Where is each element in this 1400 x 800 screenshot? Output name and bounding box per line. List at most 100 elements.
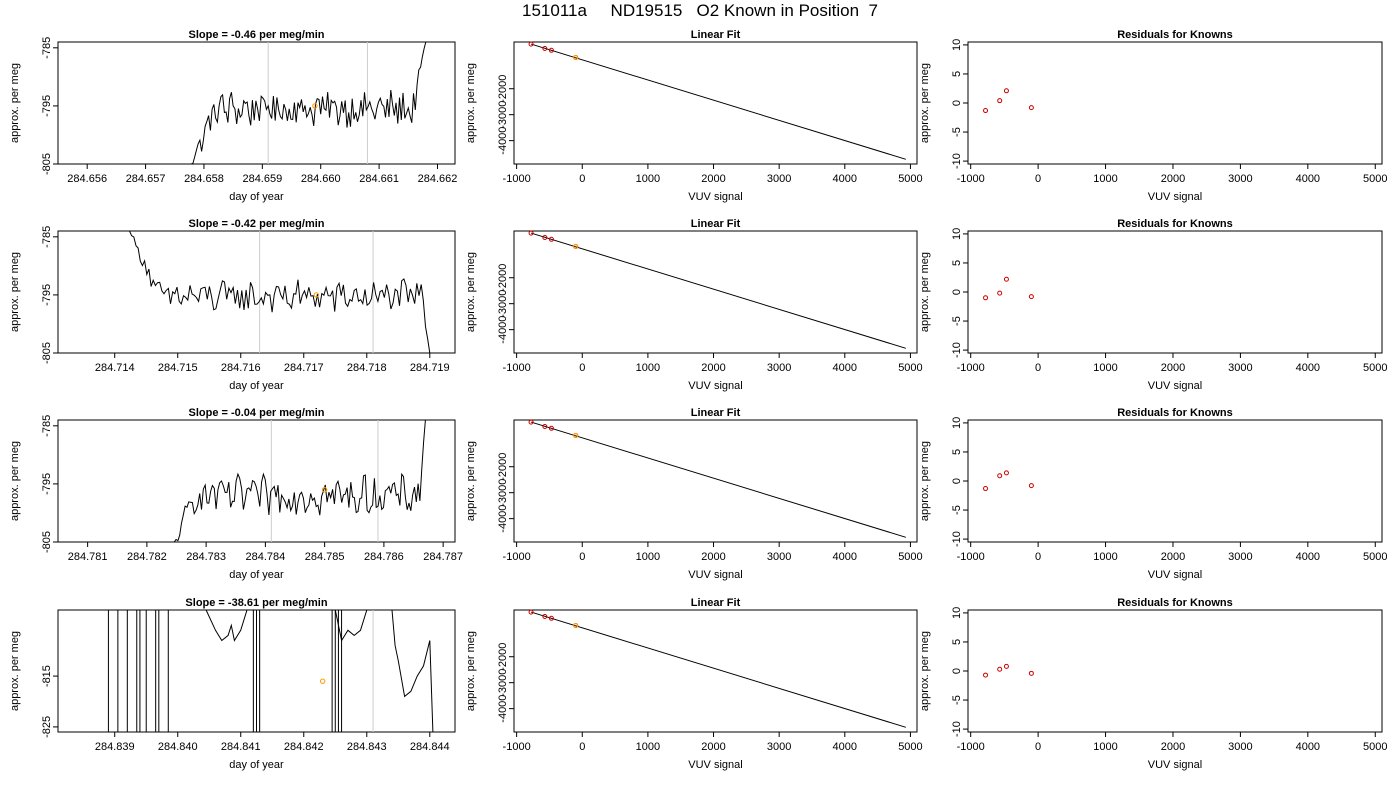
- row4-linear-fit-y-tick-label: -2000: [497, 643, 509, 671]
- row2-linear-fit-y-tick-label: -3000: [497, 290, 509, 318]
- row4-residuals-x-tick-label: 1000: [1093, 741, 1117, 753]
- row3-linear-fit-x-tick-label: 5000: [898, 551, 922, 563]
- row3-timeseries-plot-frame: [57, 419, 456, 543]
- row4-linear-fit-y-tick-label: -3000: [497, 669, 509, 697]
- row3-residuals-x-tick-label: 5000: [1363, 551, 1387, 563]
- row4-residuals-x-tick-label: -1000: [957, 741, 985, 753]
- row4-timeseries-trace-segment: [205, 609, 248, 642]
- row4-residuals-y-tick-label: -5: [951, 695, 963, 705]
- row1-linear-fit-plot-frame: [513, 41, 918, 165]
- row3-linear-fit-x-axis-label: VUV signal: [688, 569, 742, 581]
- row4-linear-fit-x-tick-label: -1000: [503, 741, 531, 753]
- row4-residuals-data-point: [983, 672, 989, 678]
- row2-residuals-plot-frame: [967, 230, 1383, 354]
- row3-linear-fit-x-tick-label: 0: [579, 551, 585, 563]
- row3-residuals-x-tick-label: 3000: [1228, 551, 1252, 563]
- row4-residuals-x-axis-label: VUV signal: [1148, 759, 1202, 771]
- row1-timeseries-y-tick-label: -795: [41, 95, 53, 117]
- row1-residuals-y-tick-label: 5: [951, 71, 963, 77]
- row4-linear-fit-fit-line: [530, 611, 906, 728]
- row2-timeseries-trace-line: [127, 230, 431, 354]
- row2-timeseries-x-axis-label: day of year: [229, 380, 284, 392]
- row2-residuals-x-tick-label: 0: [1035, 362, 1041, 374]
- row3-timeseries-title: Slope = -0.04 per meg/min: [188, 407, 324, 419]
- row4-timeseries-x-tick-label: 284.843: [347, 741, 387, 753]
- row3-timeseries-x-tick-label: 284.783: [186, 551, 226, 563]
- row3-timeseries-x-tick-label: 284.787: [423, 551, 463, 563]
- row3-linear-fit-plot-frame: [513, 419, 918, 543]
- row2-timeseries-y-axis-label: approx. per meg: [9, 252, 21, 332]
- row1-linear-fit-x-tick-label: 2000: [701, 173, 725, 185]
- row1-timeseries-plot-frame: [57, 41, 456, 165]
- row1-timeseries-x-tick-label: 284.662: [418, 173, 458, 185]
- row2-timeseries-plot-frame: [57, 230, 456, 354]
- row2-residuals-y-tick-label: 5: [951, 260, 963, 266]
- row2-timeseries-highlight-point: [313, 292, 320, 298]
- row4-timeseries-trace-segment: [334, 609, 368, 642]
- row3-linear-fit-data-point: [528, 419, 534, 425]
- row4-linear-fit-x-tick-label: 0: [579, 741, 585, 753]
- row2-linear-fit-x-tick-label: 0: [579, 362, 585, 374]
- row1-timeseries-trace-line: [180, 41, 427, 165]
- row3-timeseries-trace-line: [170, 419, 426, 543]
- row1-timeseries-title: Slope = -0.46 per meg/min: [188, 29, 324, 41]
- row2-residuals-y-tick-label: -10: [951, 342, 963, 358]
- row1-timeseries-y-axis-label: approx. per meg: [9, 63, 21, 143]
- row3-timeseries-x-axis-label: day of year: [229, 569, 284, 581]
- row3-residuals-y-tick-label: -10: [951, 531, 963, 547]
- row2-linear-fit-y-axis-label: approx. per meg: [465, 252, 477, 332]
- row1-linear-fit-title: Linear Fit: [691, 29, 741, 41]
- row1-timeseries-x-tick-label: 284.656: [67, 173, 107, 185]
- row2-residuals-x-axis-label: VUV signal: [1148, 380, 1202, 392]
- row3-timeseries-x-tick-label: 284.785: [305, 551, 345, 563]
- row2-residuals-title: Residuals for Knowns: [1117, 218, 1233, 230]
- row3-linear-fit-x-tick-label: 4000: [833, 551, 857, 563]
- row3-linear-fit-y-tick-label: -4000: [497, 505, 509, 533]
- row3-residuals-x-axis-label: VUV signal: [1148, 569, 1202, 581]
- row4-timeseries-trace-segment: [391, 609, 434, 733]
- row4-linear-fit-x-tick-label: 2000: [701, 741, 725, 753]
- row2-timeseries-title: Slope = -0.42 per meg/min: [188, 218, 324, 230]
- row1-residuals-data-point: [997, 98, 1003, 104]
- row1-residuals-x-tick-label: 3000: [1228, 173, 1252, 185]
- row1-linear-fit-x-tick-label: 4000: [833, 173, 857, 185]
- row2-timeseries-x-tick-label: 284.715: [158, 362, 198, 374]
- row2-linear-fit-data-point: [528, 230, 534, 236]
- row2-residuals-y-tick-label: 10: [951, 228, 963, 240]
- row4-linear-fit-data-point: [548, 615, 554, 621]
- row1-linear-fit-y-tick-label: -3000: [497, 101, 509, 129]
- row2-linear-fit-y-tick-label: -2000: [497, 264, 509, 292]
- row2-linear-fit-x-tick-label: -1000: [503, 362, 531, 374]
- row4-timeseries-x-tick-label: 284.841: [221, 741, 261, 753]
- row4-timeseries-y-tick-label: -815: [41, 665, 53, 687]
- row1-timeseries-y-tick-label: -785: [41, 37, 53, 59]
- row1-residuals-x-tick-label: 1000: [1093, 173, 1117, 185]
- row2-residuals-x-tick-label: 5000: [1363, 362, 1387, 374]
- row3-linear-fit-x-tick-label: 1000: [636, 551, 660, 563]
- row1-residuals-x-tick-label: 0: [1035, 173, 1041, 185]
- row4-residuals-y-axis-label: approx. per meg: [919, 631, 931, 711]
- row2-timeseries-x-tick-label: 284.714: [95, 362, 135, 374]
- row2-residuals-data-point: [983, 295, 989, 301]
- row1-linear-fit-x-axis-label: VUV signal: [688, 191, 742, 203]
- row4-residuals-x-tick-label: 2000: [1161, 741, 1185, 753]
- row4-timeseries-x-tick-label: 284.844: [410, 741, 450, 753]
- row2-linear-fit-highlight-point: [573, 243, 579, 250]
- row1-linear-fit-fit-line: [530, 43, 906, 160]
- row1-timeseries-highlight-point: [312, 103, 318, 109]
- row4-timeseries-y-tick-label: -825: [41, 716, 53, 738]
- row4-linear-fit-data-point: [528, 609, 534, 615]
- row2-residuals-x-tick-label: 1000: [1093, 362, 1117, 374]
- row3-residuals-x-tick-label: 0: [1035, 551, 1041, 563]
- row1-residuals-y-tick-label: -10: [951, 153, 963, 169]
- row3-residuals-y-tick-label: 10: [951, 417, 963, 429]
- row4-linear-fit-highlight-point: [573, 622, 579, 629]
- row1-timeseries-x-tick-label: 284.661: [359, 173, 399, 185]
- row4-linear-fit-y-tick-label: -4000: [497, 695, 509, 723]
- row4-residuals-x-tick-label: 0: [1035, 741, 1041, 753]
- row1-residuals-x-tick-label: -1000: [957, 173, 985, 185]
- row4-linear-fit-plot-frame: [513, 609, 918, 733]
- row2-linear-fit-x-tick-label: 2000: [701, 362, 725, 374]
- row2-timeseries-y-tick-label: -785: [41, 226, 53, 248]
- row1-linear-fit-x-tick-label: -1000: [503, 173, 531, 185]
